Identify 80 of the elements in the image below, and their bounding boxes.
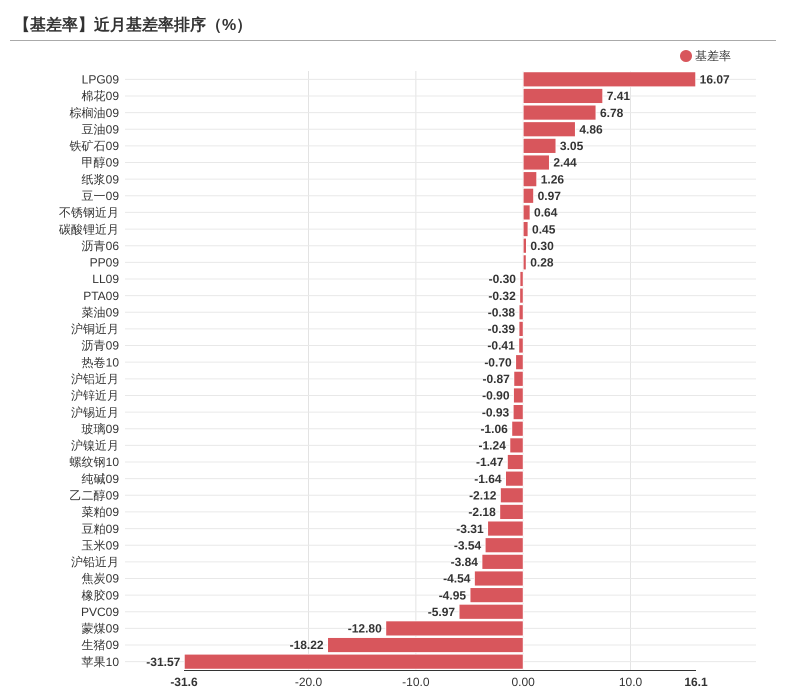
data-label: -2.18 bbox=[468, 505, 496, 520]
data-label: 4.86 bbox=[579, 122, 604, 136]
y-tick-label: 玻璃09 bbox=[82, 422, 120, 436]
data-label: -5.97 bbox=[428, 604, 456, 619]
y-tick-label: 铁矿石09 bbox=[68, 139, 120, 154]
y-tick-label: 碳酸锂近月 bbox=[58, 222, 119, 236]
x-tick-label: -31.6 bbox=[170, 675, 198, 689]
data-label: -0.93 bbox=[482, 405, 510, 420]
data-label: -1.24 bbox=[478, 438, 506, 453]
y-tick-label: 沪锌近月 bbox=[71, 388, 119, 403]
y-tick-label: 豆粕09 bbox=[82, 522, 120, 536]
x-tick-label: 10.0 bbox=[618, 675, 643, 689]
data-label: -1.47 bbox=[476, 455, 504, 470]
y-tick-label: 棕榈油09 bbox=[70, 106, 120, 120]
y-tick-label: PTA09 bbox=[83, 288, 120, 303]
y-tick-label: 焦炭09 bbox=[82, 572, 120, 586]
y-tick-label: 蒙煤09 bbox=[82, 622, 120, 636]
data-label: 0.64 bbox=[534, 206, 558, 220]
y-tick-label: LPG09 bbox=[82, 72, 120, 87]
y-tick-label: 棉花09 bbox=[82, 89, 120, 104]
y-tick-label: LL09 bbox=[92, 272, 120, 286]
y-tick-label: 苹果10 bbox=[82, 654, 120, 669]
data-label: 0.97 bbox=[538, 188, 562, 203]
data-label: 0.28 bbox=[530, 256, 554, 270]
data-label: -3.31 bbox=[456, 522, 484, 536]
y-tick-label: PP09 bbox=[90, 256, 120, 270]
data-label: 7.41 bbox=[606, 89, 630, 104]
y-tick-label: 橡胶09 bbox=[82, 588, 120, 602]
data-label: -0.90 bbox=[482, 388, 510, 403]
data-label: 1.26 bbox=[540, 172, 564, 186]
y-tick-label: 纸浆09 bbox=[82, 172, 120, 186]
data-label: 3.05 bbox=[560, 139, 584, 154]
data-label: -0.41 bbox=[487, 338, 516, 353]
y-tick-label: 螺纹钢10 bbox=[70, 455, 120, 470]
y-tick-label: 不锈钢近月 bbox=[59, 206, 119, 220]
y-tick-label: 菜油09 bbox=[82, 305, 120, 320]
legend-label: 基差率 bbox=[695, 49, 731, 64]
chart-title: 【基差率】近月基差率排序（%） bbox=[14, 15, 252, 34]
y-tick-label: 豆油09 bbox=[82, 122, 120, 136]
y-tick-label: 沥青09 bbox=[82, 338, 120, 353]
y-tick-label: 菜粕09 bbox=[82, 505, 120, 520]
y-tick-label: 乙二醇09 bbox=[70, 488, 120, 502]
data-label: -12.80 bbox=[348, 622, 382, 636]
data-label: -1.06 bbox=[480, 422, 508, 436]
data-label: -18.22 bbox=[290, 638, 324, 652]
y-tick-label: 生猪09 bbox=[82, 638, 120, 652]
y-tick-label: 沪锡近月 bbox=[71, 405, 119, 420]
y-tick-label: 沪铜近月 bbox=[71, 322, 119, 336]
data-label: -2.12 bbox=[469, 488, 497, 502]
y-tick-label: 豆一09 bbox=[82, 188, 120, 203]
data-label: -0.32 bbox=[488, 288, 516, 303]
data-label: 2.44 bbox=[553, 156, 578, 170]
y-tick-label: 纯碱09 bbox=[82, 472, 120, 486]
y-tick-label: 沪铅近月 bbox=[71, 555, 119, 570]
data-label: -0.38 bbox=[488, 305, 516, 320]
data-label: 6.78 bbox=[600, 106, 624, 120]
data-label: -3.84 bbox=[450, 555, 478, 570]
data-label: -4.95 bbox=[438, 588, 466, 602]
data-label: -0.87 bbox=[482, 372, 510, 386]
data-label: 0.30 bbox=[530, 238, 554, 253]
data-label: -3.54 bbox=[454, 538, 482, 552]
data-label: 16.07 bbox=[700, 72, 730, 87]
data-label: -0.70 bbox=[484, 355, 512, 370]
data-label: -1.64 bbox=[474, 472, 502, 486]
x-tick-label: -20.0 bbox=[294, 675, 323, 689]
x-tick-label: -10.0 bbox=[402, 675, 430, 689]
data-label: 0.45 bbox=[532, 222, 556, 236]
data-label: -0.30 bbox=[488, 272, 516, 286]
y-tick-label: 沪铝近月 bbox=[71, 372, 119, 386]
x-tick-label: 0.00 bbox=[512, 675, 536, 689]
y-tick-label: 沥青06 bbox=[82, 238, 120, 253]
data-label: -31.57 bbox=[146, 654, 181, 669]
y-tick-label: PVC09 bbox=[80, 604, 120, 619]
y-tick-label: 甲醇09 bbox=[82, 156, 120, 170]
y-tick-label: 玉米09 bbox=[82, 538, 120, 552]
data-label: -4.54 bbox=[443, 572, 471, 586]
y-tick-label: 沪镍近月 bbox=[71, 438, 119, 453]
x-tick-label: 16.1 bbox=[684, 675, 708, 689]
data-label: -0.39 bbox=[488, 322, 516, 336]
y-tick-label: 热卷10 bbox=[82, 355, 120, 370]
